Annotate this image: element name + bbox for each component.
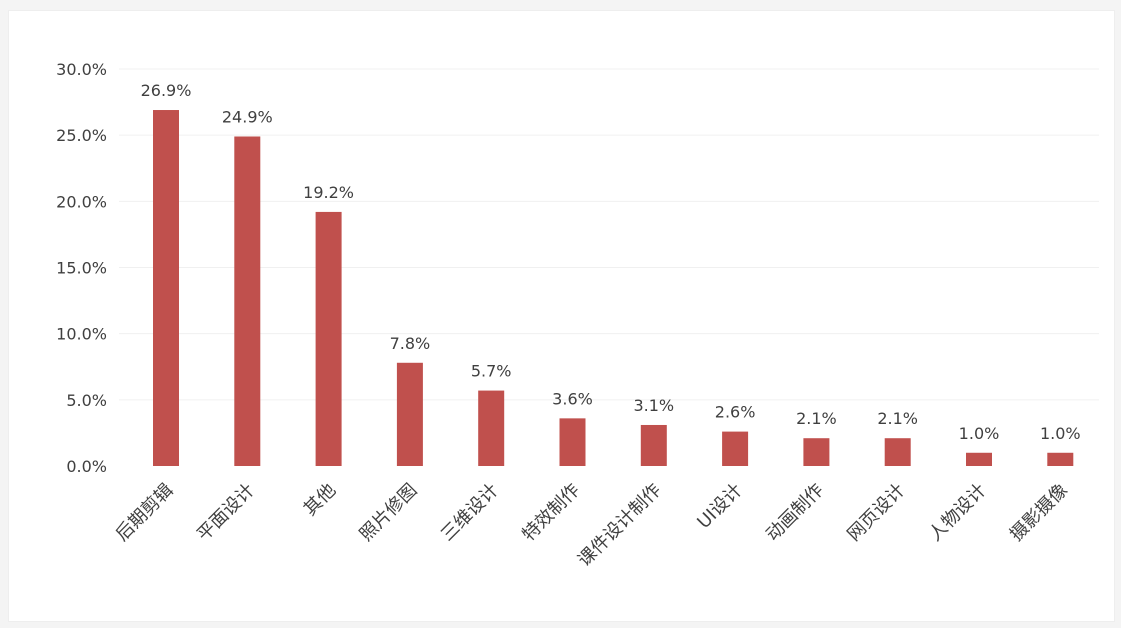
bar	[640, 424, 667, 466]
x-tick-label: 课件设计制作	[574, 480, 665, 571]
data-label: 2.1%	[796, 409, 837, 428]
x-tick-label: 人物设计	[925, 480, 991, 546]
bar	[234, 136, 261, 466]
x-tick-label: 后期剪辑	[112, 480, 178, 546]
bar	[966, 452, 992, 466]
x-tick-label: UI设计	[693, 480, 746, 533]
bar	[803, 438, 830, 466]
x-tick-label: 其他	[300, 480, 340, 520]
chart-card: 0.0% 5.0% 10.0% 15.0% 20.0% 25.0% 30.0% 26.9% 2…	[8, 10, 1115, 622]
y-tick-label: 5.0%	[66, 391, 107, 410]
bar	[884, 438, 911, 466]
x-tick-label: 动画制作	[762, 480, 828, 546]
data-label: 19.2%	[303, 183, 354, 202]
x-tick-label: 摄影摄像	[1006, 480, 1072, 546]
data-label: 2.1%	[877, 409, 918, 428]
data-label: 2.6%	[715, 403, 756, 422]
y-tick-label: 0.0%	[66, 457, 107, 476]
y-tick-label: 15.0%	[56, 259, 107, 278]
data-label: 26.9%	[141, 81, 192, 100]
bar	[559, 418, 586, 466]
data-label: 1.0%	[1040, 424, 1081, 443]
bar	[153, 110, 179, 467]
data-label: 3.1%	[633, 396, 674, 415]
data-label: 1.0%	[959, 424, 1000, 443]
data-label: 3.6%	[552, 389, 593, 408]
bar	[396, 362, 423, 466]
bars	[153, 110, 1074, 467]
y-tick-label: 10.0%	[56, 325, 107, 344]
x-tick-label: 三维设计	[437, 480, 503, 546]
y-tick-label: 25.0%	[56, 126, 107, 145]
y-axis-ticks: 0.0% 5.0% 10.0% 15.0% 20.0% 25.0% 30.0%	[56, 60, 107, 476]
data-label: 5.7%	[471, 362, 512, 381]
data-labels: 26.9% 24.9% 19.2% 7.8% 5.7% 3.6% 3.1% 2.6% 2.1% 2…	[141, 81, 1081, 443]
y-tick-label: 30.0%	[56, 60, 107, 79]
bar	[1047, 452, 1074, 466]
data-label: 24.9%	[222, 107, 273, 126]
bar	[722, 431, 749, 466]
x-tick-label: 照片修图	[356, 480, 422, 546]
x-tick-label: 特效制作	[518, 480, 584, 546]
x-tick-label: 平面设计	[193, 480, 259, 546]
bar	[315, 211, 342, 466]
grid-lines	[119, 68, 1099, 401]
data-label: 7.8%	[390, 334, 431, 353]
bar-chart: 0.0%5.0%10.0%15.0%20.0%25.0%30.0% 26.9%2…	[56, 60, 1099, 571]
y-tick-label: 20.0%	[56, 192, 107, 211]
x-tick-label: 网页设计	[843, 480, 909, 546]
bar	[478, 390, 505, 466]
